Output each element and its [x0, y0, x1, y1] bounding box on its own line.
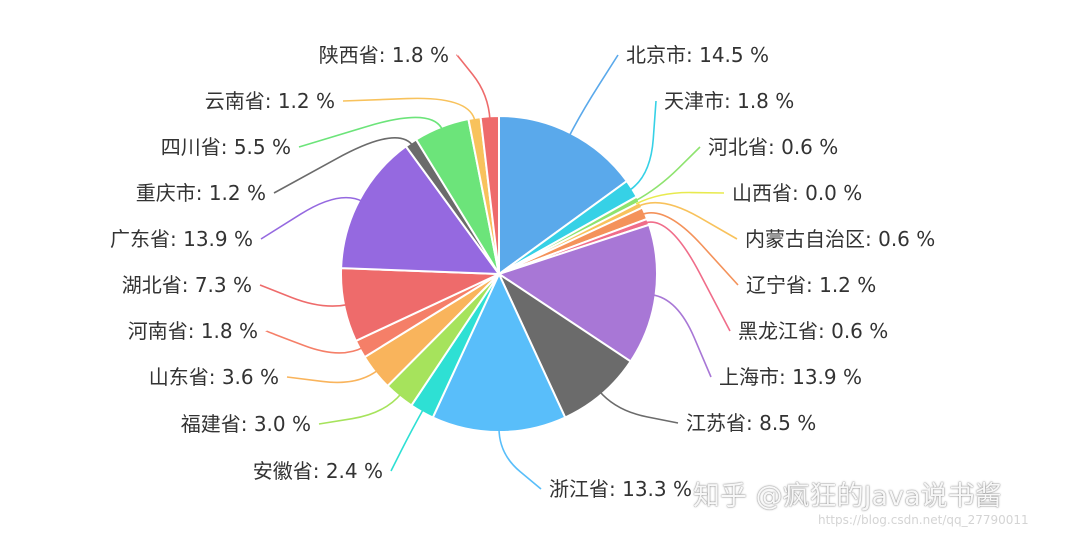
pie-slices	[340, 114, 658, 434]
slice-label-17: 四川省: 5.5 %	[161, 135, 291, 159]
slice-label-6: 黑龙江省: 0.6 %	[738, 319, 888, 343]
leader-line-12	[286, 369, 379, 384]
slice-label-7: 上海市: 13.9 %	[719, 365, 862, 389]
leader-line-18	[342, 97, 476, 123]
slice-label-2: 河北省: 0.6 %	[708, 135, 838, 159]
leader-line-8	[598, 390, 679, 424]
watermark-text: 知乎 @疯狂的Java说书酱	[693, 481, 1002, 512]
label-leader-lines	[259, 54, 739, 490]
slice-label-12: 山东省: 3.6 %	[149, 365, 279, 389]
watermark-url: https://blog.csdn.net/qq_27790011	[818, 513, 1029, 527]
slice-label-8: 江苏省: 8.5 %	[686, 411, 816, 435]
slice-label-18: 云南省: 1.2 %	[205, 89, 335, 113]
leader-line-10	[390, 408, 425, 472]
leader-line-13	[265, 330, 364, 354]
leader-line-4	[637, 201, 738, 240]
leader-line-16	[273, 137, 414, 194]
slice-label-0: 北京市: 14.5 %	[626, 43, 769, 67]
slice-label-3: 山西省: 0.0 %	[732, 181, 862, 205]
leader-line-11	[318, 392, 403, 425]
leader-line-14	[259, 284, 349, 307]
leader-line-15	[260, 196, 364, 240]
slice-label-14: 湖北省: 7.3 %	[122, 273, 252, 297]
leader-line-3	[635, 191, 725, 205]
slice-label-11: 福建省: 3.0 %	[181, 412, 311, 436]
slice-label-15: 广东省: 13.9 %	[110, 227, 253, 251]
leader-line-5	[640, 212, 739, 286]
slice-label-13: 河南省: 1.8 %	[128, 319, 258, 343]
leader-line-1	[628, 100, 657, 192]
slice-label-1: 天津市: 1.8 %	[664, 89, 794, 113]
slice-labels: 北京市: 14.5 % 天津市: 1.8 % 河北省: 0.6 % 山西省: 0.0 …	[110, 43, 935, 501]
leader-line-2	[634, 146, 701, 202]
leader-line-7	[651, 293, 712, 378]
slice-label-5: 辽宁省: 1.2 %	[746, 273, 876, 297]
slice-label-9: 浙江省: 13.3 %	[549, 477, 692, 501]
leader-line-6	[644, 221, 731, 332]
slice-label-4: 内蒙古自治区: 0.6 %	[745, 227, 935, 251]
leader-line-9	[498, 427, 542, 490]
leader-line-0	[568, 54, 619, 138]
leader-line-19	[456, 54, 491, 121]
slice-label-19: 陕西省: 1.8 %	[319, 43, 449, 67]
leader-line-17	[298, 116, 444, 148]
slice-label-10: 安徽省: 2.4 %	[253, 459, 383, 483]
slice-label-16: 重庆市: 1.2 %	[136, 181, 266, 205]
